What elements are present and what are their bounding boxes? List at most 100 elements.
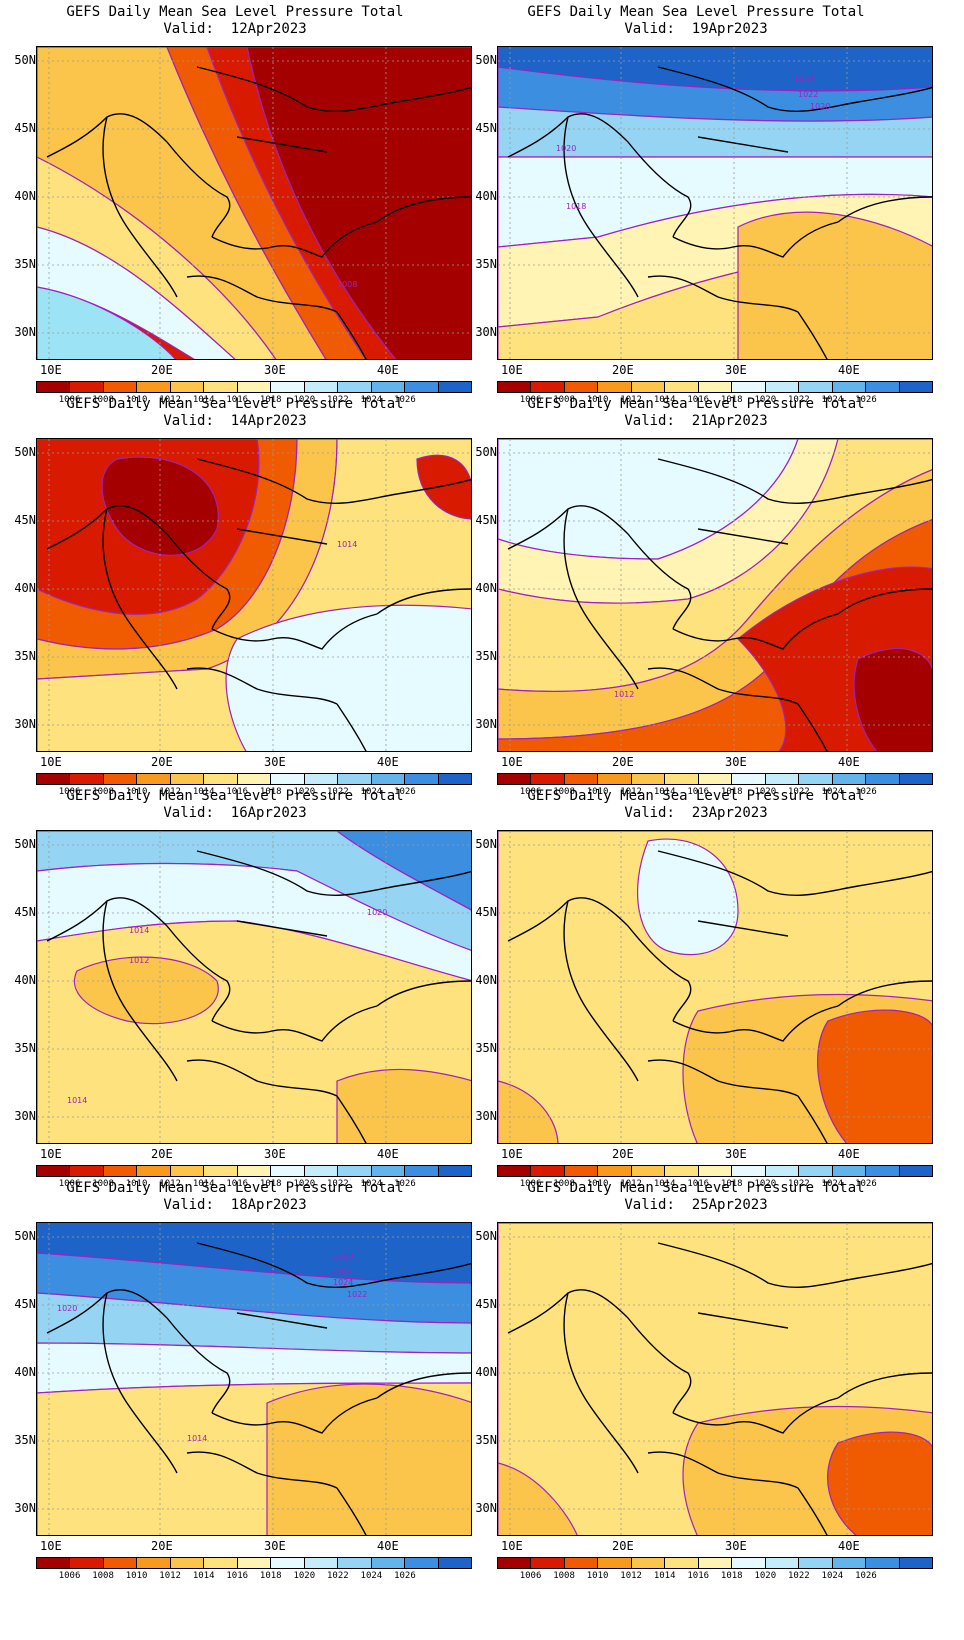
colorbar-swatch [866,774,900,784]
colorbar-swatch [338,774,372,784]
colorbar-label: 1020 [293,395,316,405]
colorbar-label: 1018 [720,1571,743,1581]
colorbar-swatch [598,382,632,392]
lat-tick-label: 35N [14,1433,36,1447]
pressure-map: 1014 [36,438,472,752]
colorbar-label: 1018 [259,1571,282,1581]
coastline [797,703,828,751]
panel-valid-date: Valid: 21Apr2023 [624,413,768,429]
colorbar [36,1165,472,1177]
lon-tick-label: 20E [151,755,173,769]
colorbar-label: 1020 [293,1179,316,1189]
coastline [336,703,367,751]
contour-label: 1012 [614,690,634,699]
coastline [657,66,932,112]
lat-tick-label: 30N [475,1109,497,1123]
lat-tick-label: 50N [14,1229,36,1243]
coastline [186,1451,338,1489]
pressure-band [225,604,471,751]
colorbar-swatch [271,774,305,784]
colorbar-swatch [170,1558,205,1568]
colorbar-swatch [438,1166,472,1176]
colorbar-swatch [170,774,205,784]
colorbar-swatch [765,1166,800,1176]
lon-tick-label: 10E [40,1539,62,1553]
colorbar-label: 1022 [788,1179,810,1189]
colorbar-label: 1022 [327,1179,349,1189]
colorbar-swatch [137,1558,171,1568]
pressure-field: 1008 [37,47,471,359]
pressure-map: 1008 [36,46,472,360]
colorbar-swatch [103,1558,138,1568]
colorbar-label: 1008 [92,1571,114,1581]
contour-label: 1018 [566,202,586,211]
colorbar-swatch [832,382,867,392]
coastline [236,1312,328,1329]
colorbar-swatch [732,1558,766,1568]
colorbar-label: 1010 [125,395,148,405]
lat-tick-label: 40N [475,1365,497,1379]
lon-tick-label: 20E [151,1147,173,1161]
colorbar-swatch [371,774,406,784]
contour-label: 1008 [337,280,357,289]
map-panel: GEFS Daily Mean Sea Level Pressure Total… [0,0,472,405]
colorbar-swatch [564,1558,599,1568]
pressure-field [498,831,932,1143]
colorbar-label: 1006 [58,787,81,797]
colorbar-label: 1022 [788,787,810,797]
coastline [797,1095,828,1143]
colorbar-label: 1014 [653,1179,676,1189]
colorbar-swatch [338,1166,372,1176]
lat-tick-label: 50N [475,53,497,67]
colorbar-swatch [438,774,472,784]
colorbar-label: 1018 [720,1179,743,1189]
colorbar [36,773,472,785]
pressure-field: 1012 [498,439,932,751]
colorbar-swatch [304,774,339,784]
lat-tick-label: 40N [14,1365,36,1379]
coastline [102,1292,178,1474]
contour-label: 1014 [129,926,149,935]
colorbar-label: 1016 [687,1179,710,1189]
colorbar-label: 1008 [553,1571,575,1581]
lon-tick-label: 10E [40,755,62,769]
colorbar-label: 1006 [519,1179,542,1189]
contour-label: 1024 [333,1278,353,1287]
colorbar-swatch [698,382,733,392]
colorbar-swatch [832,1558,867,1568]
colorbar-swatch [37,774,71,784]
panel-title: GEFS Daily Mean Sea Level Pressure Total [527,1180,865,1196]
lat-tick-label: 45N [475,905,497,919]
lon-tick-label: 20E [612,755,634,769]
colorbar-label: 1020 [754,1179,777,1189]
coastline [336,311,367,359]
lon-tick-label: 40E [377,1539,399,1553]
lon-tick-label: 40E [838,363,860,377]
colorbar-swatch [304,1166,339,1176]
coastline [211,221,378,258]
colorbar-label: 1008 [553,787,575,797]
coastline [797,311,828,359]
colorbar-swatch [765,774,800,784]
contour-label: 1014 [187,1434,207,1443]
lat-tick-label: 30N [14,1501,36,1515]
panel-title: GEFS Daily Mean Sea Level Pressure Total [527,396,865,412]
lat-tick-label: 35N [475,257,497,271]
pressure-map: 1020 1014 1012 1014 [36,830,472,1144]
colorbar-label: 1024 [821,395,844,405]
coastline [186,1059,338,1097]
colorbar-swatch [631,1558,666,1568]
contour-label: 1020 [57,1304,77,1313]
lat-tick-label: 45N [475,1297,497,1311]
colorbar-swatch [598,774,632,784]
colorbar-swatch [338,382,372,392]
lat-tick-label: 45N [475,513,497,527]
colorbar-label: 1018 [259,395,282,405]
colorbar-label: 1014 [653,787,676,797]
colorbar-swatch [204,1558,238,1568]
coastline [376,980,471,1007]
colorbar-swatch [498,774,532,784]
lat-tick-label: 40N [14,189,36,203]
colorbar-label: 1018 [720,787,743,797]
lat-tick-label: 50N [14,837,36,851]
